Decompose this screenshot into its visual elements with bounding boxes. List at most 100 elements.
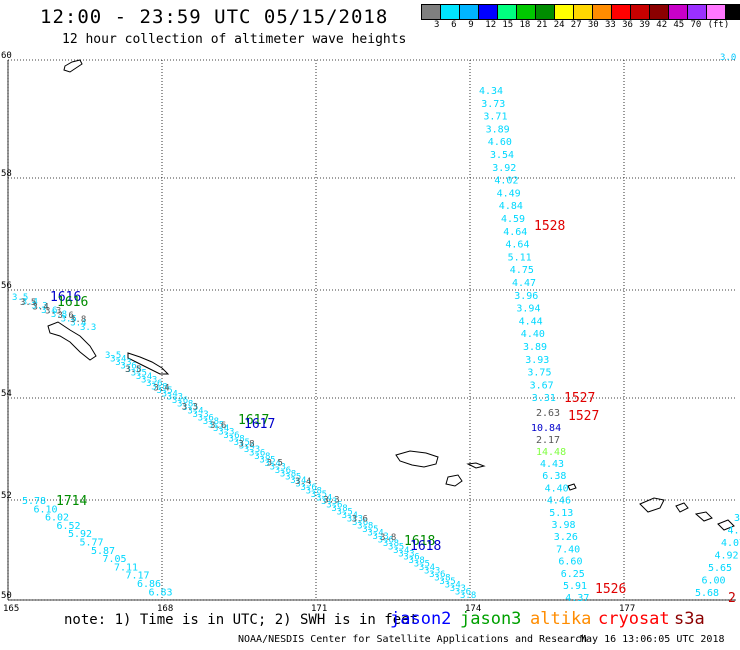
swh-value: 6.10 [34,504,58,515]
swh-value: 4.64 [505,240,529,251]
footer-credit: NOAA/NESDIS Center for Satellite Applica… [238,634,588,645]
track-mark: 3.4 [419,563,435,573]
page-title: 12:00 - 23:59 UTC 05/15/2018 [40,6,389,28]
track-mark: 3.5 [20,298,36,308]
track-mark: 3.5 [439,577,455,587]
swh-value: 6.02 [45,513,69,524]
swh-value: 14.48 [536,447,566,458]
scale-label: 24 [553,20,565,30]
scale-swatch [725,4,740,20]
longitude-label: 171 [311,604,327,614]
swh-value: 6.60 [558,557,582,568]
swh-value: 3.96 [514,291,538,302]
track-mark: 3.4 [393,546,409,556]
pass-time: 1527 [564,391,595,406]
island-east-4 [717,519,735,531]
swh-value: 4.92 [715,551,739,562]
latitude-label: 56 [1,281,12,291]
track-mark: 3.3 [115,358,131,368]
top-right-value: 3.0 [720,53,736,63]
swh-value: 10.84 [531,423,561,434]
scale-label: 21 [536,20,548,30]
swh-value: 4.46 [547,496,571,507]
swh-value: 3.26 [554,532,578,543]
track-mark: 3.3 [80,323,96,333]
pass-time: 1618 [410,539,441,554]
scale-label: 3 [434,20,440,30]
pass-time: 1714 [56,494,87,509]
track-mark: 3.4 [445,581,461,591]
page-subtitle: 12 hour collection of altimeter wave hei… [62,32,407,47]
track-mark: 3.3 [31,302,47,312]
footnote: note: 1) Time is in UTC; 2) SWH is in fe… [64,612,419,628]
track-mark: 3.3 [450,584,466,594]
scale-label: 6 [451,20,457,30]
swh-value: 4.40 [545,483,569,494]
track-mark: 3.4 [70,319,86,329]
track-mark: 3.8 [380,533,396,543]
swh-value: 3.92 [492,163,516,174]
track-mark: 3.3 [373,532,389,542]
swh-value: 4.84 [499,201,523,212]
swh-value: 3.89 [486,124,510,135]
swh-value: 4.44 [519,316,543,327]
latitude-label: 60 [1,51,12,61]
track-mark: 3.8 [126,365,142,375]
swh-value: 3.8 [734,513,740,524]
scale-label: 12 [485,20,497,30]
swh-value: 4.34 [479,86,503,97]
track-mark: 3.6 [120,361,136,371]
track-mark: 3.6 [172,396,188,406]
track-mark: 3.6 [352,514,368,524]
swh-value: 4.49 [497,188,521,199]
swh-value: 5.68 [695,588,719,599]
scale-label: 70 [690,20,702,30]
pass-time: 1526 [595,582,626,597]
pass-time: 1528 [534,219,565,234]
swh-value: 4.07 [721,538,740,549]
track-mark: 3.5 [105,351,121,361]
swh-value: 7.17 [126,571,150,582]
track-mark: 3.8 [383,539,399,549]
swh-value: 4.40 [521,329,545,340]
latitude-label: 52 [1,491,12,501]
longitude-label: 174 [465,604,481,614]
axis-labels: 60 58 56 54 52 50 165 168 171 174 177 3.0 [1,51,736,614]
track-mark: 3.8 [203,417,219,427]
wave-height-tracks: 4.343.733.713.894.603.543.924.024.494.84… [12,86,740,606]
track-mark: 3.6 [210,421,226,431]
track-mark: 3.8 [357,521,373,531]
scale-label: 15 [502,20,514,30]
track-mark: 3.8 [409,556,425,566]
island-pribilof [47,321,97,361]
longitude-label: 165 [3,604,19,614]
track-mark: 3.5 [234,438,250,448]
track-mark: 3.3 [192,410,208,420]
island-northwest [63,59,83,73]
track-mark: 3.4 [367,528,383,538]
track-mark: 3.3 [347,514,363,524]
track-mark: 3.8 [280,469,296,479]
track-mark: 3.6 [301,483,317,493]
track-mark: 3.6 [41,306,57,316]
track-mark: 3.3 [323,496,339,506]
island-small-1 [466,462,486,469]
track-mark: 3.6 [352,518,368,528]
swh-value: 7.40 [556,544,580,555]
swh-value: 4.59 [501,214,525,225]
track-mark: 3.4 [316,494,332,504]
track-mark: 3.6 [326,501,342,511]
track-mark: 3.4 [295,477,311,487]
track-mark: 3.8 [331,504,347,514]
swh-value: 3.89 [523,342,547,353]
track-mark: 3.4 [162,389,178,399]
swh-value: 2 [728,591,736,606]
track-mark: 3.4 [290,476,306,486]
latitude-label: 58 [1,169,12,179]
track-mark: 3.5 [125,365,141,375]
track-mark: 3.4 [110,354,126,364]
color-scale-labels: 3 6 9 12 15 18 21 24 27 30 33 36 39 42 45 70 (ft) [421,20,740,32]
island-small-3 [567,483,577,491]
track-mark: 3.6 [198,414,214,424]
